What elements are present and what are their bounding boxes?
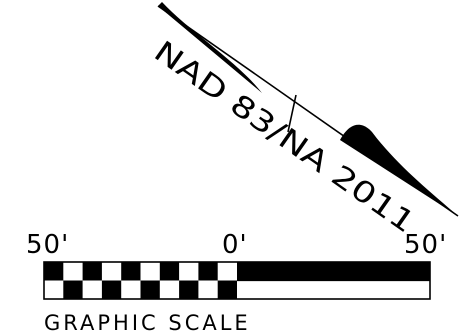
scale-bar-checkerboard	[44, 262, 237, 299]
north-arrow-upper-barb	[158, 2, 262, 93]
checker-cell	[82, 262, 102, 281]
north-arrow: NAD 83/NA 2011	[148, 2, 459, 240]
checker-cell	[44, 262, 64, 281]
scale-right-label: 50'	[404, 230, 447, 260]
checker-cell	[179, 280, 199, 299]
scale-caption: GRAPHIC SCALE	[44, 311, 251, 335]
north-arrow-lower-barb	[340, 124, 458, 216]
checker-cell	[101, 280, 122, 299]
datum-label: NAD 83/NA 2011	[148, 34, 421, 240]
scale-center-label: 0'	[222, 230, 248, 260]
checker-cell	[140, 280, 160, 299]
checker-cell	[121, 262, 141, 281]
checker-cell	[63, 280, 83, 299]
checker-cell	[159, 262, 180, 281]
checker-cell	[217, 280, 237, 299]
graphic-scale: 50' 0' 50' GRAPHIC SCALE	[26, 230, 447, 335]
north-arrow-cross-tick	[287, 94, 297, 133]
checker-cell	[198, 262, 218, 281]
scale-left-label: 50'	[26, 230, 69, 260]
scale-bar-solid-segment	[237, 262, 430, 281]
